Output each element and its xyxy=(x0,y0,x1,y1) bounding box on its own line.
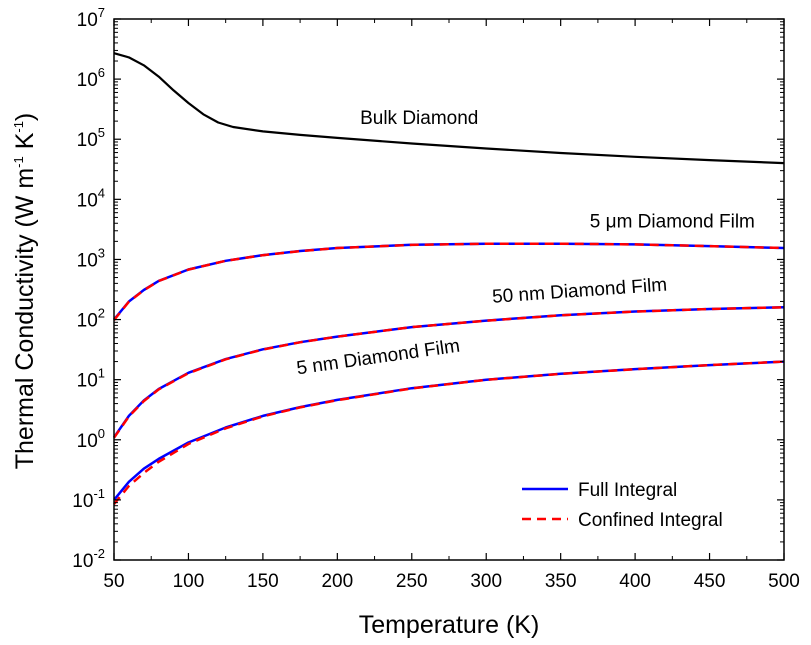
x-tick-label: 100 xyxy=(173,571,205,592)
y-tick-label: 106 xyxy=(77,65,105,91)
legend-label-confined-integral: Confined Integral xyxy=(578,510,723,531)
legend: Full Integral Confined Integral xyxy=(522,480,723,531)
5-nm-diamond-film-confined-integral-line xyxy=(113,360,785,505)
x-tick-label: 250 xyxy=(396,571,428,592)
y-tick-label: 102 xyxy=(77,306,105,332)
x-tick-label: 150 xyxy=(247,571,279,592)
curves-layer xyxy=(112,52,785,505)
x-tick-label: 50 xyxy=(103,571,124,592)
y-tick-label: 103 xyxy=(77,245,105,271)
bulk-diamond-line xyxy=(113,52,785,165)
5-m-diamond-film-confined-integral-line xyxy=(113,242,785,321)
50-nm-diamond-film-confined-integral-line xyxy=(112,306,785,439)
y-tick-label: 107 xyxy=(77,5,105,31)
y-tick-label: 100 xyxy=(77,426,105,452)
x-axis-title: Temperature (K) xyxy=(359,611,540,639)
bulk-diamond-label: Bulk Diamond xyxy=(360,108,478,129)
y-tick-label: 10-1 xyxy=(72,486,105,512)
x-tick-label: 350 xyxy=(545,571,577,592)
ticks-layer: 50 100 150 200 250 300 350 400 450 500 10-2 10-1 100… xyxy=(72,5,800,592)
y-axis-title: Thermal Conductivity (W m-1 K-1) xyxy=(11,113,39,470)
legend-label-full-integral: Full Integral xyxy=(578,480,677,501)
y-tick-label: 10-2 xyxy=(72,546,105,572)
5-m-diamond-film-label: 5 μm Diamond Film xyxy=(590,211,755,232)
y-tick-label: 105 xyxy=(77,125,105,151)
x-tick-label: 400 xyxy=(619,571,651,592)
x-tick-label: 450 xyxy=(694,571,726,592)
x-tick-label: 500 xyxy=(768,571,800,592)
x-tick-label: 200 xyxy=(321,571,353,592)
x-tick-label: 300 xyxy=(470,571,502,592)
y-tick-label: 101 xyxy=(77,366,105,392)
y-tick-label: 104 xyxy=(77,185,105,211)
